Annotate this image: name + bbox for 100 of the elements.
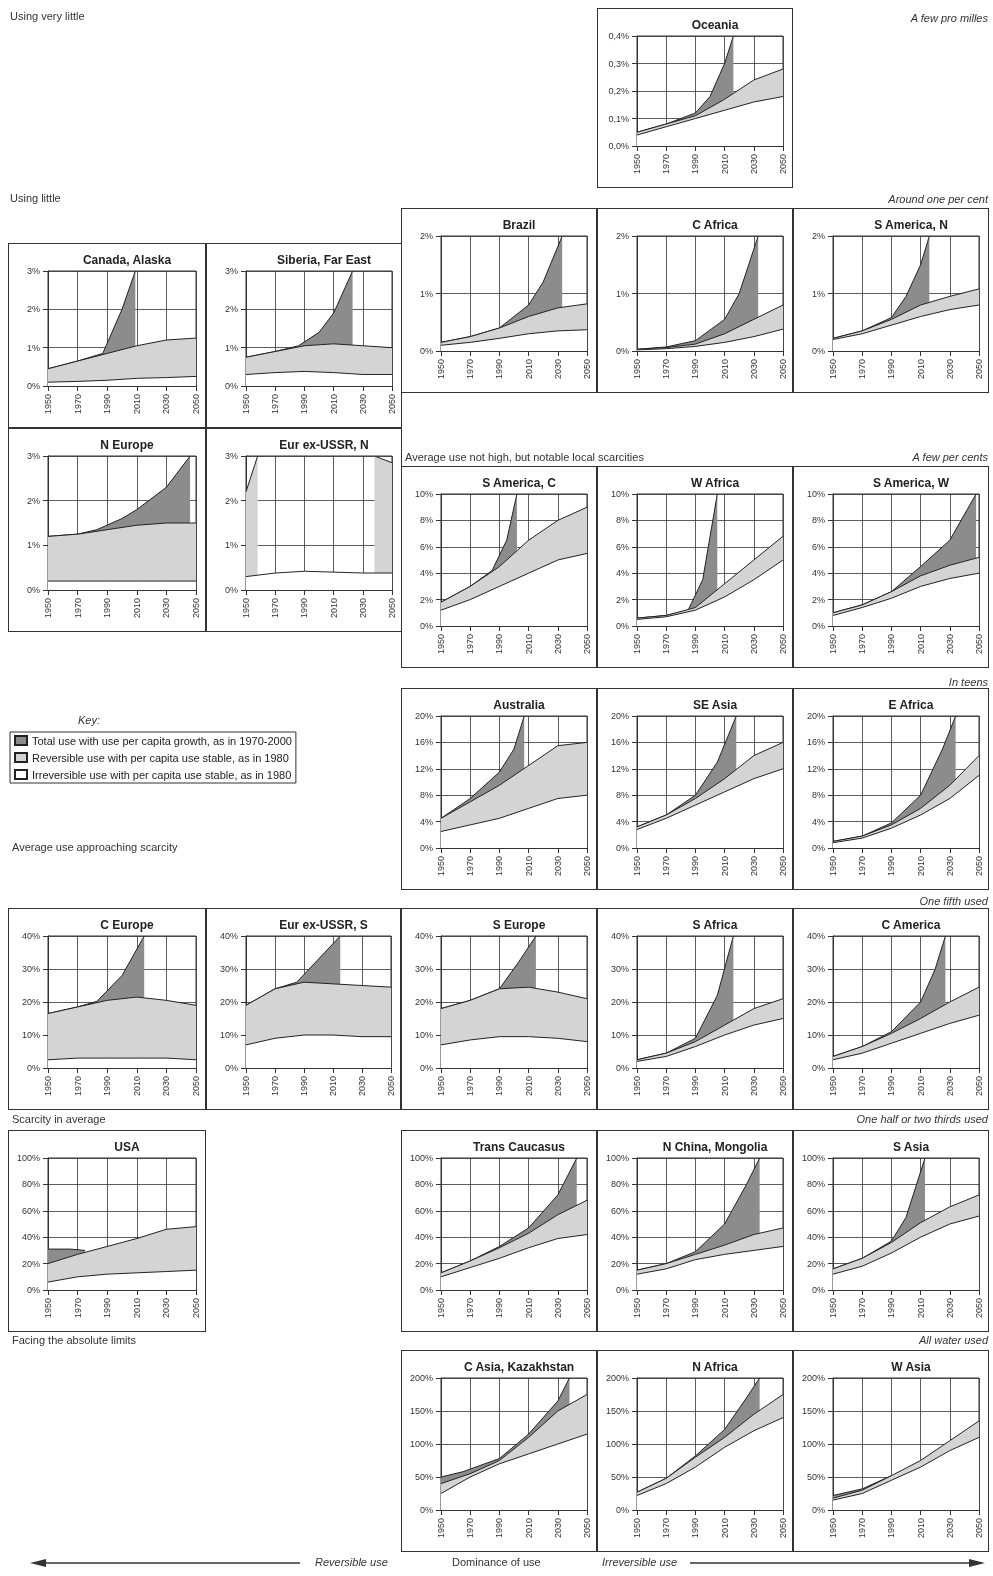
x-tick-label: 2050	[387, 394, 397, 415]
x-tick-label: 2010	[719, 634, 730, 655]
y-tick-label: 0%	[811, 1505, 825, 1515]
x-tick-label: 1950	[436, 1076, 446, 1097]
x-tick-label: 1970	[465, 359, 476, 380]
chart-title: USA	[114, 1140, 140, 1154]
y-tick-label: 10%	[806, 489, 825, 499]
x-tick-label: 2050	[582, 1076, 592, 1097]
x-tick-label: 1970	[270, 598, 281, 619]
x-tick-label: 1970	[72, 394, 83, 415]
y-tick-label: 1%	[224, 342, 238, 353]
y-tick-label: 30%	[806, 964, 825, 974]
y-tick-label: 0%	[811, 1063, 825, 1073]
x-tick-label: 2030	[748, 1518, 759, 1539]
y-tick-label: 3%	[26, 266, 40, 276]
y-tick-label: 0,0%	[608, 141, 629, 151]
y-tick-label: 0%	[224, 381, 238, 391]
chart-title: C Europe	[100, 918, 154, 932]
x-tick-label: 1970	[465, 1518, 476, 1539]
x-tick-label: 2050	[974, 1518, 984, 1539]
x-tick-label: 1970	[661, 856, 672, 877]
x-tick-label: 1950	[632, 634, 642, 655]
x-tick-label: 1990	[886, 856, 897, 877]
x-tick-label: 2030	[161, 394, 172, 415]
y-tick-label: 150%	[605, 1406, 629, 1416]
chart-title: W Asia	[891, 1360, 932, 1374]
y-tick-label: 0%	[419, 1505, 433, 1515]
y-tick-label: 40%	[414, 1232, 433, 1243]
x-tick-label: 1990	[690, 359, 701, 380]
y-tick-label: 20%	[414, 711, 433, 721]
y-tick-label: 40%	[21, 1232, 40, 1243]
x-tick-label: 2050	[778, 1076, 788, 1097]
y-tick-label: 40%	[806, 1232, 825, 1243]
chart-title: S America, N	[874, 218, 948, 232]
text: Using very little	[10, 10, 85, 22]
y-tick-label: 0%	[419, 1063, 433, 1073]
y-tick-label: 6%	[615, 541, 629, 552]
x-tick-label: 2010	[915, 1076, 926, 1097]
x-tick-label: 2030	[552, 856, 563, 877]
y-tick-label: 30%	[21, 964, 40, 974]
chart-title: Australia	[493, 698, 545, 712]
x-tick-label: 2010	[131, 394, 142, 415]
x-tick-label: 2050	[974, 1298, 984, 1319]
x-tick-label: 2010	[131, 1298, 142, 1319]
x-tick-label: 2050	[974, 359, 984, 380]
x-tick-label: 2010	[328, 598, 339, 619]
x-tick-label: 1990	[299, 1076, 309, 1097]
chart-title: SE Asia	[692, 698, 738, 712]
x-tick-label: 1950	[43, 598, 53, 619]
y-tick-label: 80%	[414, 1179, 433, 1190]
x-tick-label: 2030	[357, 598, 368, 619]
x-tick-label: 2050	[778, 359, 788, 380]
x-tick-label: 1970	[661, 154, 672, 175]
x-tick-label: 1990	[102, 598, 113, 619]
y-tick-label: 0%	[615, 1063, 629, 1073]
y-tick-label: 20%	[806, 997, 825, 1007]
y-tick-label: 2%	[224, 304, 238, 315]
y-tick-label: 1%	[615, 288, 629, 299]
chart-title: E Africa	[888, 698, 934, 712]
y-tick-label: 0%	[811, 843, 825, 853]
y-tick-label: 80%	[610, 1179, 629, 1190]
y-tick-label: 10%	[414, 1030, 433, 1040]
x-tick-label: 2050	[582, 1518, 592, 1539]
x-tick-label: 2010	[719, 856, 730, 877]
x-tick-label: 2050	[386, 1076, 396, 1097]
x-tick-label: 2030	[748, 359, 759, 380]
y-tick-label: 4%	[615, 568, 629, 579]
x-tick-label: 2030	[552, 1298, 563, 1319]
y-tick-label: 6%	[419, 541, 433, 552]
x-tick-label: 1950	[632, 1298, 642, 1319]
x-tick-label: 1950	[436, 359, 446, 380]
x-tick-label: 2030	[748, 1298, 759, 1319]
x-tick-label: 2050	[582, 634, 592, 655]
y-tick-label: 8%	[811, 790, 825, 801]
x-tick-label: 1990	[102, 1076, 113, 1097]
chart-title: Trans Caucasus	[472, 1140, 566, 1154]
x-tick-label: 2010	[719, 359, 730, 380]
x-tick-label: 1990	[690, 1076, 701, 1097]
x-tick-label: 1970	[661, 634, 672, 655]
x-tick-label: 1970	[857, 359, 868, 380]
x-tick-label: 1990	[690, 634, 701, 655]
x-tick-label: 2030	[161, 1298, 172, 1319]
text: Dominance of use	[452, 1556, 541, 1568]
x-tick-label: 1950	[241, 598, 251, 619]
y-tick-label: 0,1%	[608, 113, 629, 124]
y-tick-label: 2%	[224, 495, 238, 506]
x-tick-label: 1990	[494, 1298, 505, 1319]
x-tick-label: 1950	[828, 1518, 838, 1539]
y-tick-label: 10%	[610, 1030, 629, 1040]
x-tick-label: 1970	[72, 1076, 83, 1097]
x-tick-label: 2010	[719, 154, 730, 175]
text: Average use approaching scarcity	[12, 841, 178, 853]
legend-title: Key:	[78, 713, 101, 726]
x-tick-label: 2010	[523, 359, 534, 380]
x-tick-label: 1950	[436, 856, 446, 877]
x-tick-label: 1970	[661, 1298, 672, 1319]
chart-title: W Africa	[690, 476, 740, 490]
x-tick-label: 2050	[191, 1298, 201, 1319]
x-tick-label: 1990	[886, 1518, 897, 1539]
x-tick-label: 2050	[974, 634, 984, 655]
